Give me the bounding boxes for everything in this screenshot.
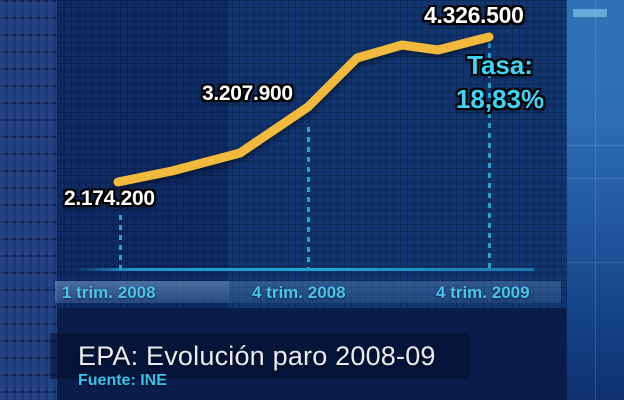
x-axis-label-band <box>55 281 561 303</box>
grid-texture <box>57 0 566 308</box>
title-backdrop <box>50 333 470 379</box>
rate-annotation: Tasa: 18,83% <box>428 50 572 115</box>
band-segment-right <box>229 281 561 303</box>
chart-panel-highlight <box>228 0 566 308</box>
right-strip-horizontal-line <box>567 262 624 263</box>
right-strip-highlight-bar <box>573 9 607 17</box>
right-texture-strip <box>566 0 624 400</box>
left-texture-strip <box>0 0 57 400</box>
trend-line <box>113 32 494 187</box>
x-axis-line <box>72 268 534 271</box>
chart-title: EPA: Evolución paro 2008-09 <box>78 341 436 371</box>
gridline-4trim2008 <box>307 127 310 270</box>
right-strip-horizontal-line <box>567 145 624 146</box>
right-strip-horizontal-line <box>567 178 624 179</box>
right-strip-vertical-line <box>595 0 596 400</box>
x-tick-label-1trim2008: 1 trim. 2008 <box>62 283 156 302</box>
rate-value: 18,83% <box>455 84 545 114</box>
band-segment-left <box>55 281 229 303</box>
gridline-1trim2008 <box>119 215 122 270</box>
source-label: Fuente: INE <box>78 372 167 389</box>
point-label-1trim2008: 2.174.200 <box>64 187 155 210</box>
x-tick-label-4trim2008: 4 trim. 2008 <box>252 283 346 302</box>
point-label-4trim2008: 3.207.900 <box>202 82 293 105</box>
x-tick-label-4trim2009: 4 trim. 2009 <box>436 283 530 302</box>
rate-label: Tasa: <box>467 50 533 80</box>
gridline-4trim2009 <box>488 43 491 270</box>
point-label-4trim2009: 4.326.500 <box>424 2 524 28</box>
